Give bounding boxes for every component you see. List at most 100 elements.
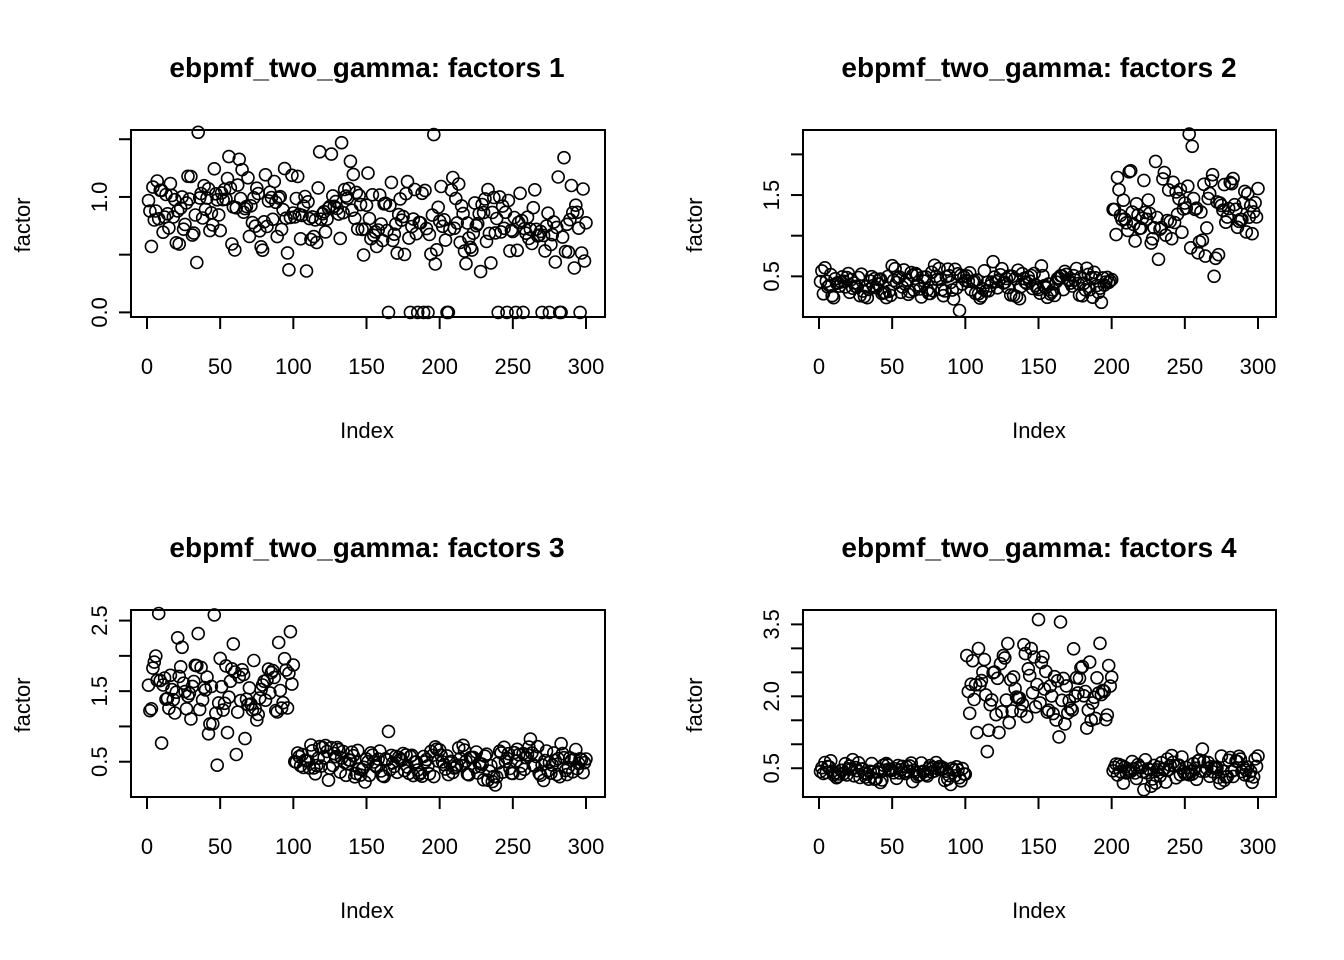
- data-point: [421, 305, 435, 320]
- data-point: [905, 268, 920, 283]
- y-tick-label: 1.5: [759, 180, 784, 211]
- data-point: [894, 285, 908, 300]
- data-point: [282, 262, 296, 277]
- data-point: [429, 243, 444, 257]
- data-point: [837, 274, 851, 289]
- data-point: [554, 305, 568, 320]
- data-point: [172, 669, 186, 684]
- data-point: [1245, 226, 1259, 241]
- data-point: [561, 245, 576, 259]
- data-point: [1148, 154, 1163, 169]
- y-tick-label: 2.5: [87, 605, 112, 636]
- data-point: [1000, 636, 1015, 651]
- data-point: [563, 212, 577, 227]
- data-point: [299, 264, 314, 278]
- data-point: [497, 221, 511, 236]
- data-point: [1109, 227, 1123, 242]
- data-point: [1194, 205, 1208, 219]
- data-point: [431, 200, 446, 215]
- data-point: [1020, 709, 1034, 724]
- data-point: [251, 707, 266, 722]
- data-point: [403, 305, 418, 320]
- data-point: [854, 267, 869, 282]
- data-point: [504, 223, 519, 237]
- data-point: [365, 188, 380, 202]
- data-point: [230, 705, 245, 719]
- data-point: [1220, 210, 1235, 224]
- x-tick-label: 300: [568, 834, 605, 859]
- data-point: [387, 227, 402, 241]
- data-point: [211, 208, 226, 222]
- data-point: [324, 147, 339, 161]
- data-point: [385, 233, 400, 248]
- data-point: [536, 228, 551, 243]
- data-point: [491, 305, 506, 320]
- data-point: [191, 626, 205, 641]
- data-point: [1104, 670, 1119, 685]
- data-point: [201, 182, 216, 196]
- data-point: [1235, 212, 1249, 227]
- data-point: [151, 606, 166, 621]
- data-point: [168, 706, 182, 720]
- data-point: [977, 652, 992, 667]
- x-tick-label: 200: [421, 834, 458, 859]
- x-tick-label: 200: [1093, 354, 1130, 379]
- data-point: [1028, 278, 1043, 293]
- data-point: [544, 766, 558, 781]
- data-point: [149, 649, 163, 663]
- data-point: [1128, 234, 1142, 248]
- data-point: [1059, 679, 1074, 693]
- data-point: [1148, 776, 1163, 790]
- data-point: [280, 701, 295, 715]
- data-point: [247, 653, 261, 668]
- data-point: [296, 199, 311, 213]
- data-point: [1040, 705, 1055, 719]
- x-tick-label: 0: [141, 354, 153, 379]
- data-point: [1151, 252, 1166, 267]
- data-point: [309, 235, 324, 250]
- x-tick-label: 150: [348, 354, 385, 379]
- data-point: [551, 170, 566, 184]
- data-points: [813, 612, 1265, 797]
- data-point: [270, 229, 285, 244]
- data-point: [1200, 221, 1214, 235]
- data-point: [1219, 215, 1233, 229]
- data-point: [295, 208, 309, 223]
- data-point: [526, 200, 541, 215]
- data-point: [992, 725, 1006, 740]
- data-point: [962, 706, 977, 721]
- data-point: [293, 232, 308, 246]
- y-tick-label: 0.5: [759, 753, 784, 784]
- data-point: [191, 125, 205, 140]
- data-point: [426, 769, 441, 784]
- data-point: [1094, 295, 1109, 310]
- data-point: [530, 739, 545, 754]
- data-point: [1189, 201, 1204, 215]
- data-point: [997, 651, 1012, 665]
- data-point: [230, 178, 245, 192]
- data-point: [361, 166, 375, 180]
- x-tick-label: 150: [348, 834, 385, 859]
- data-point: [513, 766, 527, 781]
- x-tick-label: 300: [568, 354, 605, 379]
- data-point: [869, 772, 883, 786]
- data-point: [527, 183, 542, 197]
- data-point: [185, 228, 200, 242]
- data-point: [1030, 677, 1044, 692]
- data-point: [274, 222, 289, 237]
- data-point: [823, 753, 838, 768]
- data-point: [579, 216, 593, 230]
- data-point: [314, 212, 328, 226]
- data-point: [220, 725, 235, 740]
- data-point: [381, 305, 396, 320]
- data-point: [451, 177, 466, 191]
- data-point: [143, 703, 157, 718]
- data-point: [381, 724, 396, 739]
- data-point: [242, 229, 257, 244]
- x-tick-label: 0: [813, 354, 825, 379]
- data-point: [486, 190, 501, 205]
- data-point: [574, 246, 589, 260]
- y-axis-label: factor: [10, 197, 35, 252]
- data-point: [1046, 283, 1060, 297]
- data-point: [946, 292, 961, 306]
